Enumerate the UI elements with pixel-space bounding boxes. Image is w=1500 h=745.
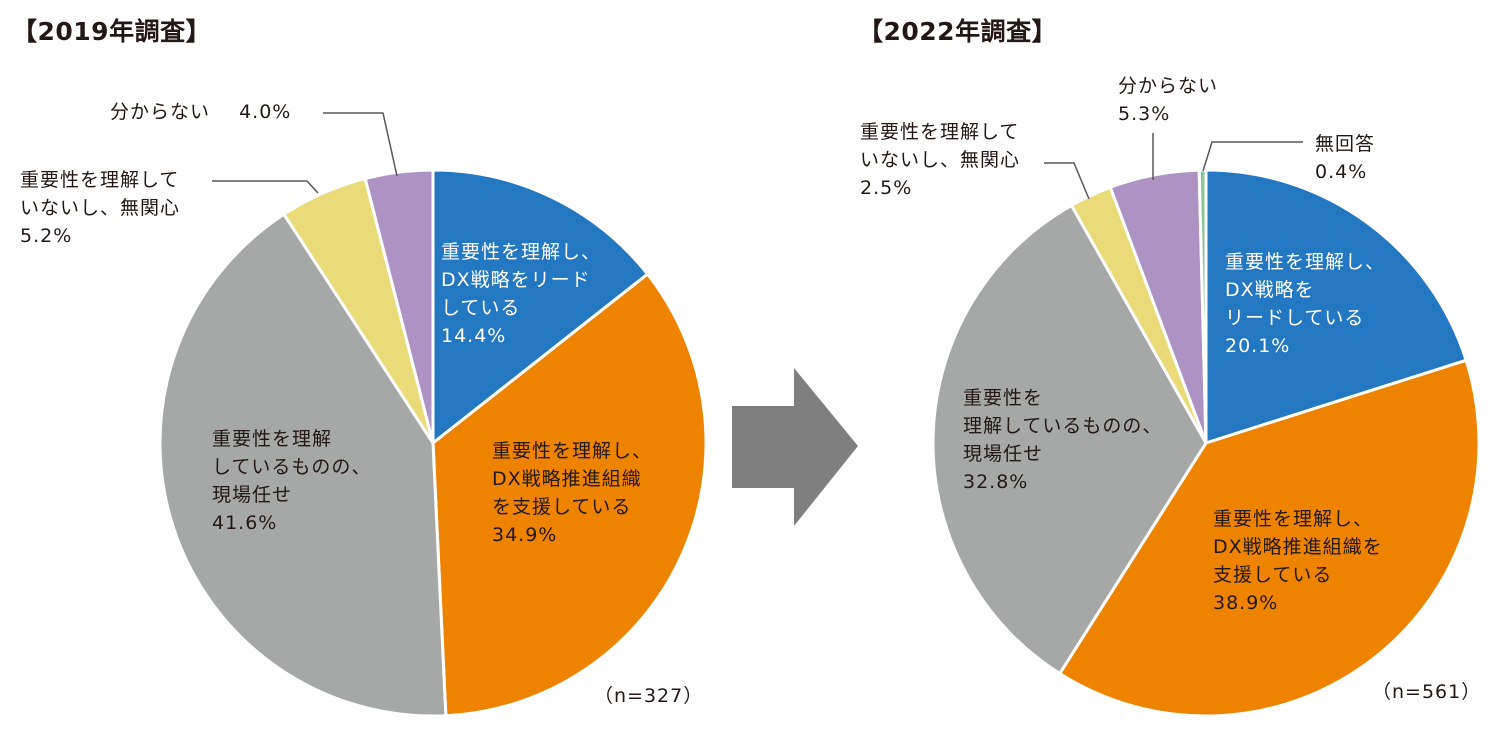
label-2019-delegated: 重要性を理解 しているものの、 現場任せ 41.6%: [212, 428, 372, 534]
label-2022-support: 重要性を理解し、 DX戦略推進組織を 支援している 38.9%: [1213, 508, 1383, 614]
leader-2022-indifferent: [1044, 162, 1090, 200]
label-2019-indifferent: 重要性を理解して いないし、無関心 5.2%: [20, 169, 181, 247]
label-2019-lead: 重要性を理解し、 DX戦略をリード している 14.4%: [441, 241, 602, 347]
leader-lines: [212, 112, 1303, 200]
label-2019-unknown: 分からない 4.0%: [110, 101, 292, 123]
label-2022-noanswer: 無回答 0.4%: [1315, 133, 1376, 183]
label-2022-delegated: 重要性を 理解しているものの、 現場任せ 32.8%: [963, 387, 1163, 493]
right-arrow-icon: [732, 368, 858, 526]
label-2022-lead: 重要性を理解し、 DX戦略を リードしている 20.1%: [1225, 251, 1386, 357]
pie-2022: [931, 168, 1481, 718]
pie-slice-2019-delegated: [158, 212, 448, 718]
label-2022-unknown: 分からない 5.3%: [1118, 75, 1219, 125]
chart-title-2022: 【2022年調査】: [858, 17, 1058, 46]
pie-slice-2019-lead: [431, 168, 650, 445]
leader-2019-indifferent: [212, 180, 319, 194]
pie-slice-2019-unknown: [363, 168, 435, 445]
leader-2022-noanswer: [1202, 141, 1303, 172]
pie-slice-2022-lead: [1204, 168, 1468, 445]
chart-title-2019: 【2019年調査】: [12, 17, 212, 46]
pie-slice-2019-support: [431, 272, 708, 718]
n-label-2019: （n=327）: [594, 685, 704, 707]
pie-2019: [158, 168, 708, 718]
leader-2019-unknown: [323, 112, 398, 177]
n-label-2022: （n=561）: [1372, 681, 1482, 703]
label-2022-indifferent: 重要性を理解して いないし、無関心 2.5%: [860, 121, 1021, 199]
pie-slice-2022-delegated: [931, 203, 1208, 676]
pie-slice-2022-support: [1058, 358, 1481, 718]
label-2019-support: 重要性を理解し、 DX戦略推進組織 を支援している 34.9%: [492, 440, 653, 546]
